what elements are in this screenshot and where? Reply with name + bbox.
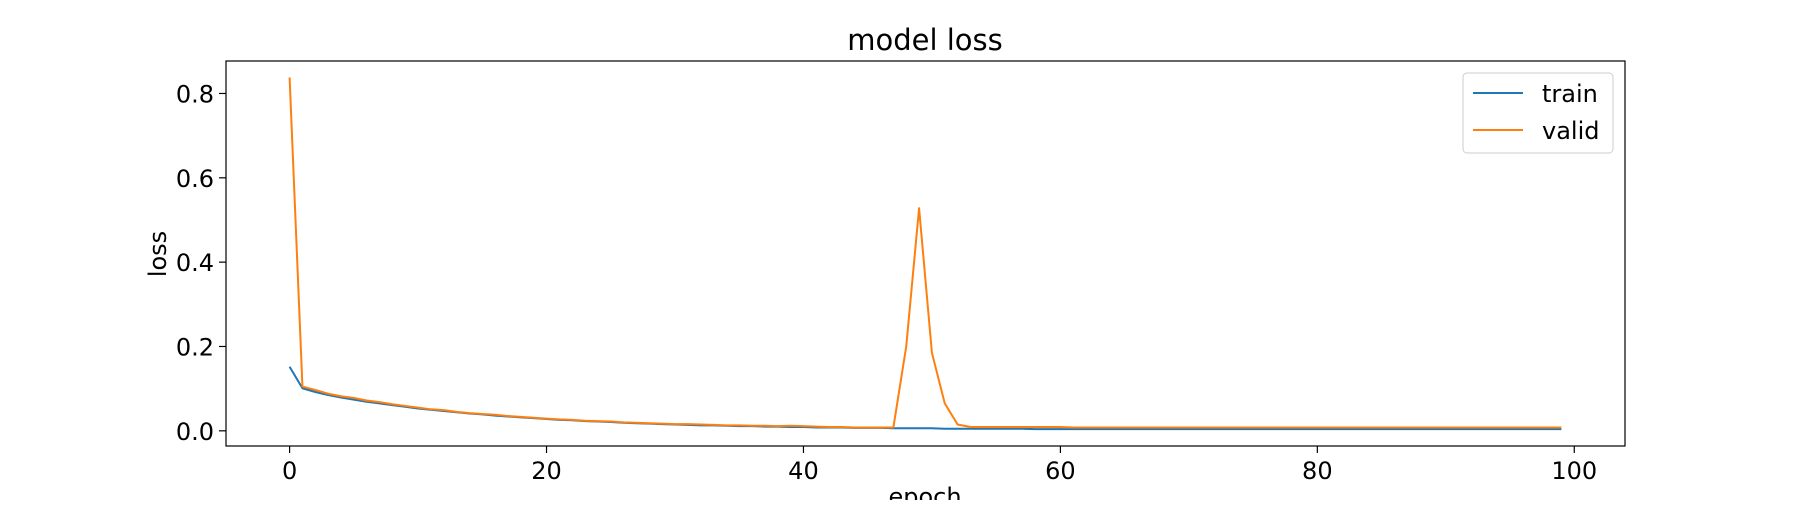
x-tick-label: 100	[1551, 457, 1597, 485]
y-axis: 0.0 0.2 0.4 0.6 0.8	[176, 80, 226, 446]
legend: train valid	[1462, 72, 1614, 154]
y-tick-label: 0.8	[176, 80, 214, 108]
x-tick-label: 0	[282, 457, 297, 485]
x-tick-label: 60	[1045, 457, 1076, 485]
legend-label-train: train	[1542, 80, 1598, 108]
x-tick-label: 40	[788, 457, 819, 485]
x-axis-title: epoch	[888, 483, 961, 500]
plot-series	[288, 77, 1562, 431]
y-axis-title: loss	[144, 231, 172, 277]
x-tick-label: 80	[1302, 457, 1333, 485]
x-tick-label: 20	[531, 457, 562, 485]
chart-title: model loss	[847, 23, 1003, 57]
y-tick-label: 0.6	[176, 165, 214, 193]
x-axis: 0 20 40 60 80 100	[282, 446, 1597, 485]
series-line-train	[288, 366, 1562, 431]
plot-frame	[225, 60, 1626, 447]
y-tick-label: 0.4	[176, 249, 214, 277]
y-tick-label: 0.0	[176, 418, 214, 446]
legend-label-valid: valid	[1542, 117, 1599, 145]
y-tick-label: 0.2	[176, 333, 214, 361]
series-line-valid	[288, 77, 1562, 429]
